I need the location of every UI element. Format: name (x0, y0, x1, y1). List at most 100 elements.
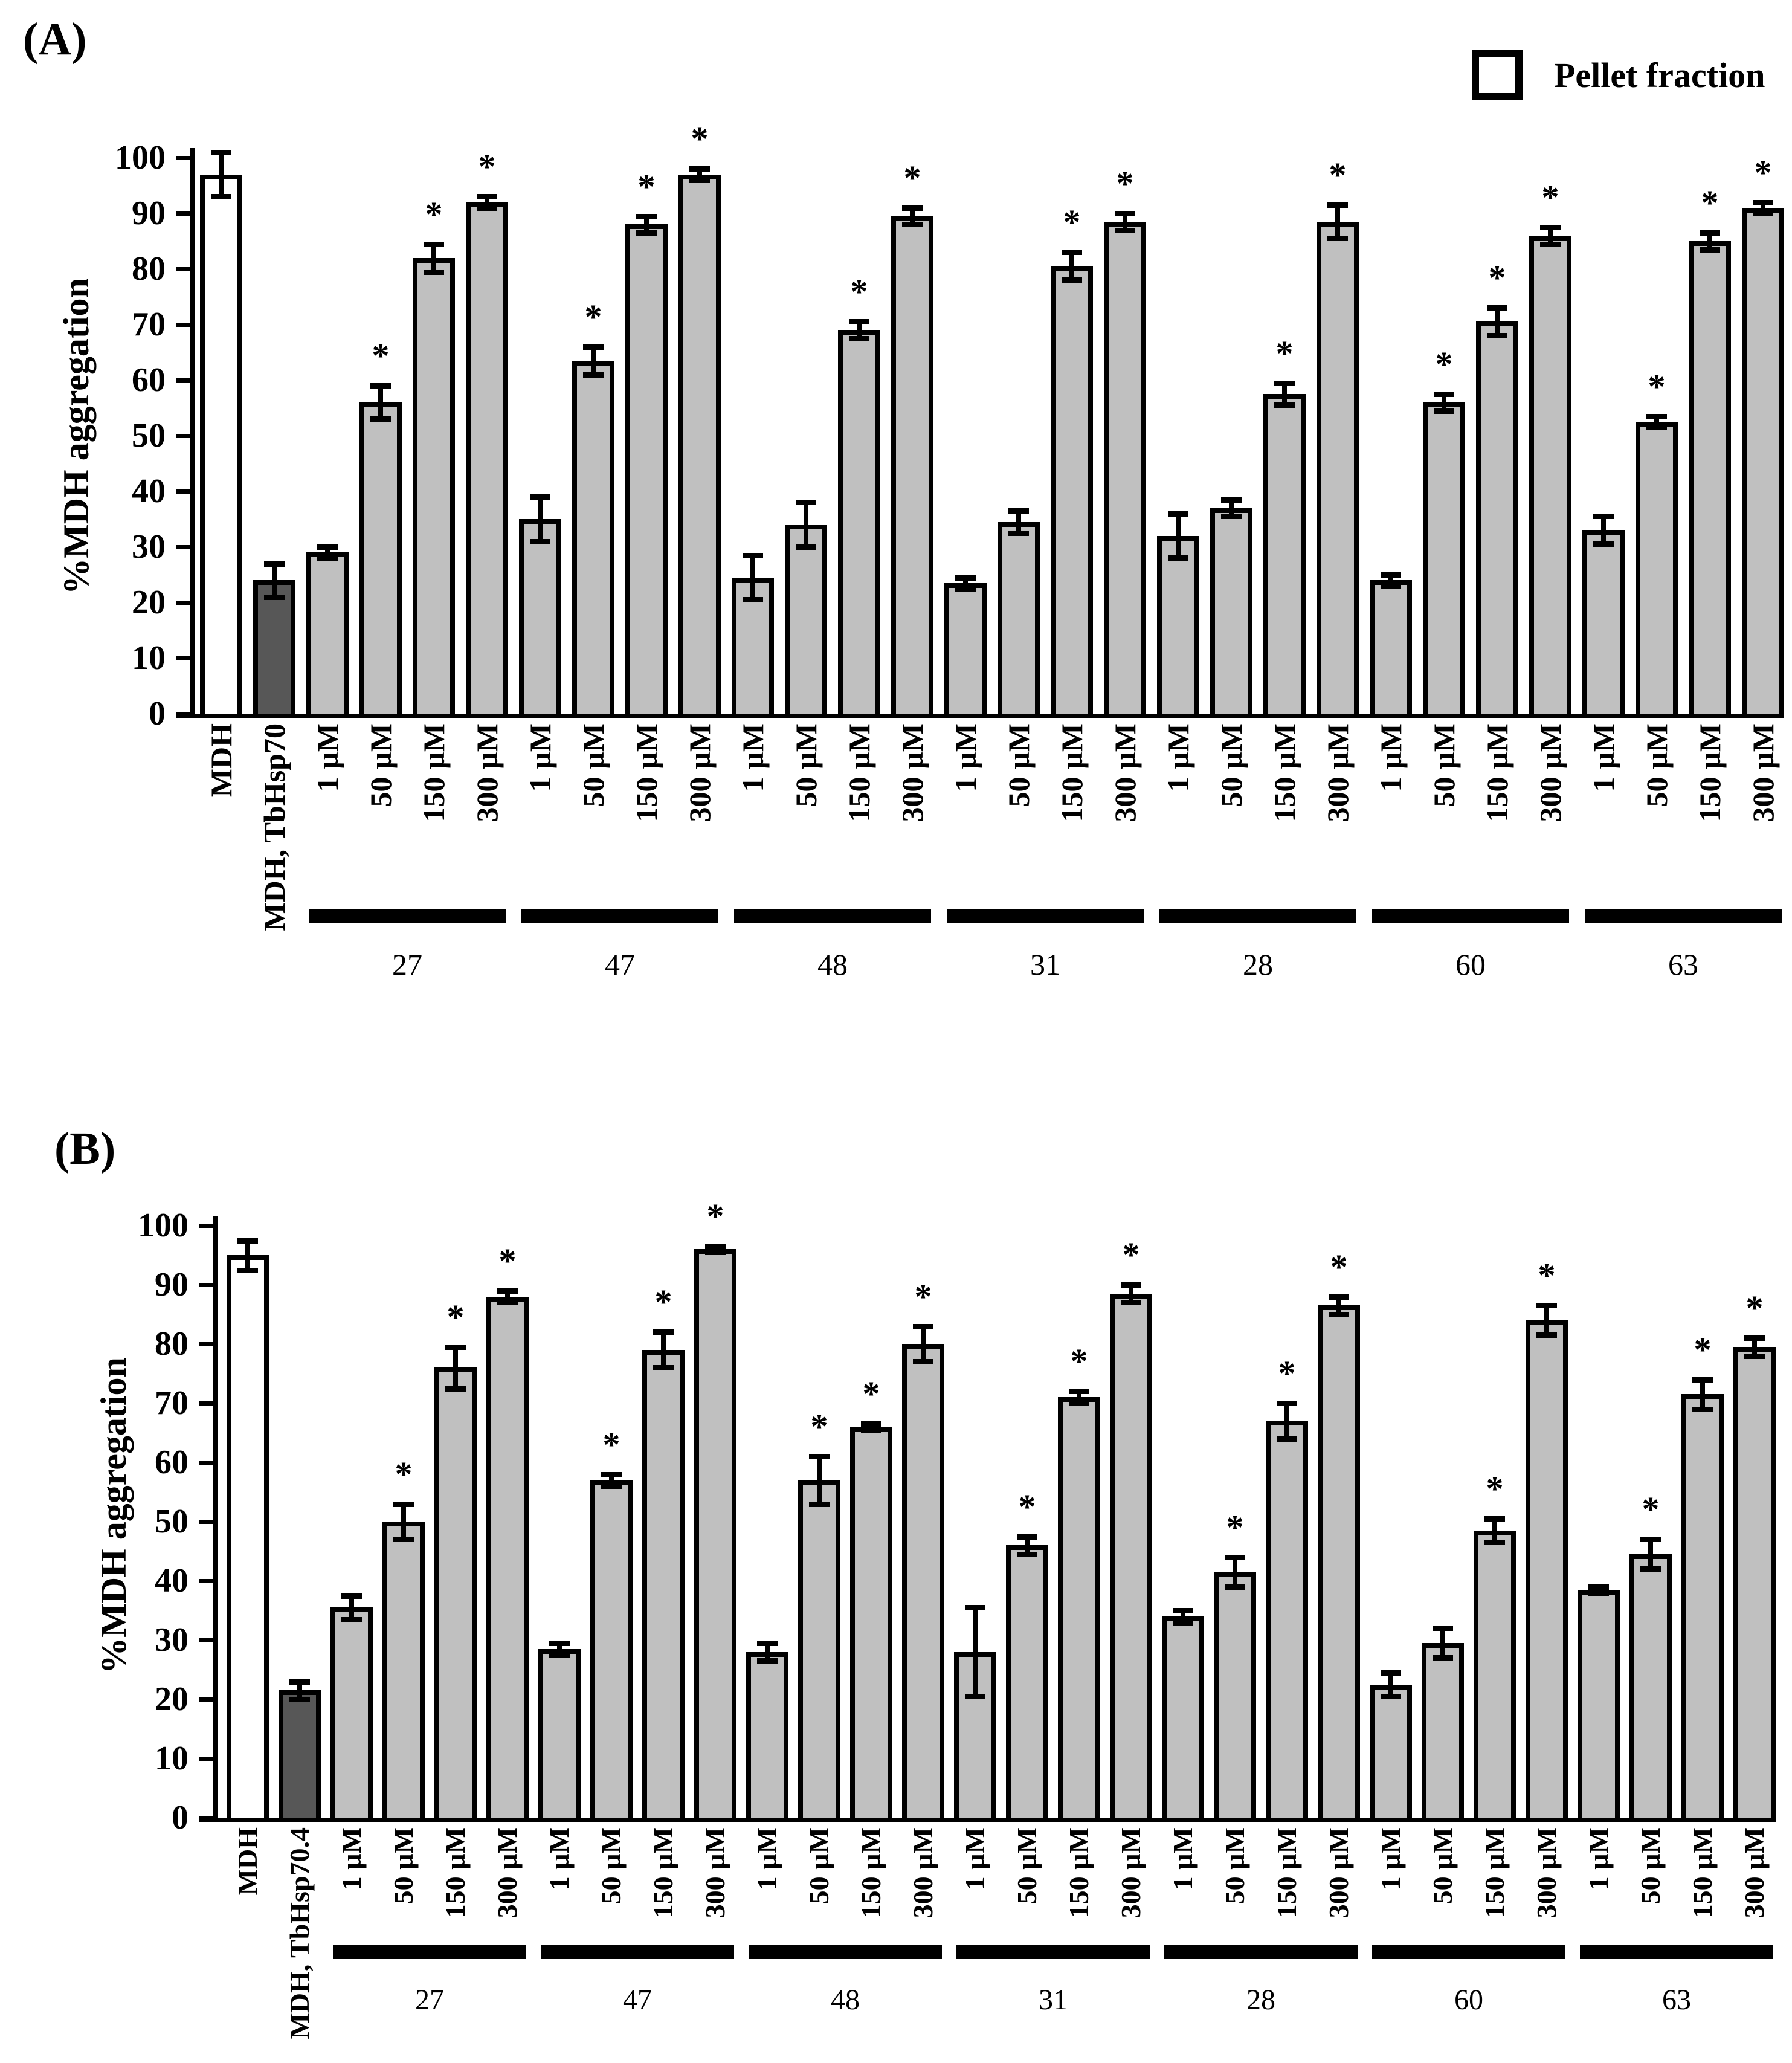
group-label: 47 (605, 948, 635, 981)
significance-asterisk: * (706, 1196, 724, 1236)
error-bar-cap-top (317, 544, 338, 550)
error-bar-cap-bottom (705, 1250, 726, 1256)
error-bar-cap-bottom (1017, 1551, 1037, 1557)
significance-asterisk: * (862, 1374, 880, 1414)
y-tick-mark (176, 600, 195, 605)
significance-asterisk: * (1435, 344, 1453, 384)
y-tick-label: 40 (132, 473, 166, 510)
error-bar (1233, 1557, 1237, 1587)
significance-asterisk: * (1754, 152, 1772, 192)
y-tick-mark (176, 211, 195, 216)
error-bar-cap-bottom (1225, 1584, 1245, 1590)
error-bar-cap-top (237, 1238, 258, 1244)
significance-asterisk: * (914, 1276, 932, 1316)
error-bar-cap-bottom (1115, 227, 1135, 233)
y-tick-mark (199, 1697, 218, 1702)
error-bar-cap-bottom (370, 416, 391, 422)
error-bar-cap-top (1062, 250, 1082, 256)
bar (1317, 221, 1359, 718)
group-label: 63 (1668, 948, 1698, 981)
error-bar-cap-bottom (636, 230, 657, 236)
bar (694, 1249, 736, 1822)
significance-asterisk: * (1701, 183, 1719, 223)
error-bar-cap-top (1168, 511, 1188, 517)
error-bar-cap-bottom (1277, 1436, 1297, 1442)
error-bar-cap-top (1277, 1401, 1297, 1406)
error-bar-cap-bottom (849, 336, 869, 341)
bar (253, 580, 295, 718)
bar (200, 174, 242, 718)
error-bar-cap-bottom (902, 222, 923, 228)
y-tick-label: 0 (149, 695, 166, 732)
significance-asterisk: * (478, 147, 496, 187)
bar (1266, 1421, 1308, 1822)
error-bar-cap-bottom (757, 1658, 778, 1664)
error-bar-cap-bottom (1008, 531, 1029, 536)
error-bar (697, 169, 702, 180)
significance-asterisk: * (1538, 1256, 1556, 1296)
error-bar (910, 207, 915, 225)
significance-asterisk: * (691, 119, 709, 159)
significance-asterisk: * (1122, 1235, 1140, 1274)
bar (785, 525, 827, 718)
bar (1582, 530, 1625, 718)
error-bar-cap-bottom (1274, 402, 1295, 408)
error-bar-cap-bottom (1329, 1312, 1349, 1317)
x-axis-line (199, 1818, 1774, 1822)
group-underline (1580, 1945, 1773, 1959)
bar (1110, 1293, 1152, 1822)
error-bar-cap-top (1536, 1303, 1557, 1309)
error-bar (765, 1642, 770, 1661)
error-bar-cap-bottom (1593, 541, 1614, 547)
error-bar-cap-top (913, 1323, 933, 1329)
error-bar-cap-top (705, 1244, 726, 1250)
y-tick-mark (176, 656, 195, 660)
error-bar (1492, 1519, 1497, 1543)
y-tick-mark (199, 1460, 218, 1465)
group-underline (521, 909, 718, 923)
error-bar (1016, 511, 1021, 533)
bar (998, 521, 1040, 718)
significance-asterisk: * (1330, 1247, 1348, 1287)
group-underline (1585, 909, 1782, 923)
error-bar-cap-top (1540, 225, 1561, 230)
x-tick-label: MDH (232, 1827, 263, 1896)
error-bar-cap-bottom (237, 1267, 258, 1273)
error-bar-cap-bottom (1168, 555, 1188, 561)
error-bar-cap-top (1017, 1534, 1037, 1540)
error-bar-cap-bottom (549, 1652, 570, 1658)
y-tick-mark (176, 322, 195, 327)
error-bar (1654, 416, 1659, 428)
significance-asterisk: * (810, 1407, 828, 1447)
x-tick-label: MDH, TbHsp70.4 (284, 1827, 315, 2039)
significance-asterisk: * (584, 297, 602, 337)
significance-asterisk: * (1745, 1288, 1764, 1328)
legend: Pellet fraction (1472, 50, 1765, 100)
x-tick-label: MDH (204, 723, 238, 798)
group-label: 28 (1243, 948, 1273, 981)
error-bar-cap-bottom (445, 1386, 466, 1392)
significance-asterisk: * (1486, 1469, 1504, 1509)
error-bar (973, 1607, 978, 1697)
error-bar (661, 1332, 666, 1368)
group-underline (1372, 1945, 1565, 1959)
error-bar-cap-top (1115, 211, 1135, 216)
error-bar-cap-bottom (743, 597, 763, 603)
error-bar (1282, 383, 1287, 405)
error-bar-cap-bottom (1540, 241, 1561, 247)
error-bar-cap-bottom (601, 1483, 622, 1490)
error-bar (1752, 1338, 1757, 1356)
error-bar (1761, 202, 1765, 213)
bar (798, 1480, 840, 1822)
error-bar-cap-bottom (1744, 1353, 1765, 1359)
error-bar (378, 386, 383, 419)
group-underline (1159, 909, 1356, 923)
error-bar (325, 547, 330, 558)
bar (1423, 402, 1465, 718)
error-bar (1336, 1296, 1341, 1314)
bar (572, 360, 614, 718)
bar (1422, 1642, 1464, 1822)
bar (1210, 508, 1252, 718)
group-underline (1372, 909, 1569, 923)
significance-asterisk: * (1278, 1354, 1296, 1393)
